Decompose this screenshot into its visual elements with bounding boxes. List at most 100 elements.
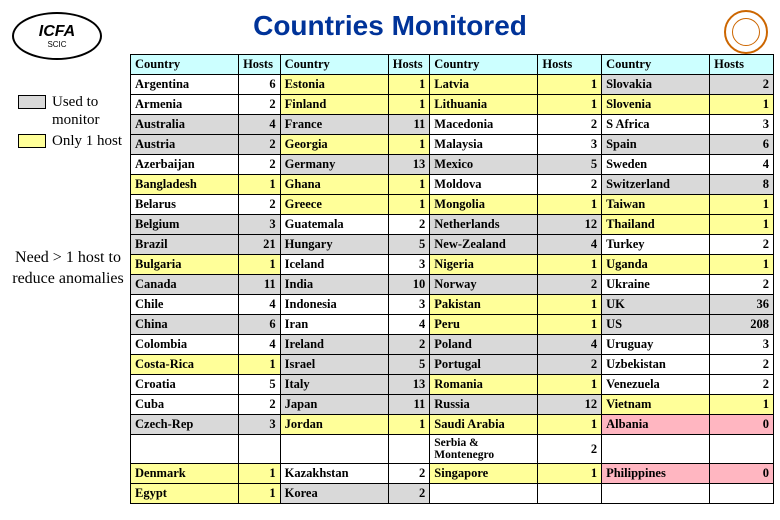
hosts-cell	[710, 484, 774, 504]
country-cell: Kazakhstan	[280, 464, 388, 484]
hosts-cell: 4	[239, 115, 281, 135]
hosts-cell: 2	[538, 275, 602, 295]
country-cell: Ghana	[280, 175, 388, 195]
table-row: Brazil21Hungary5New-Zealand4Turkey2	[131, 235, 774, 255]
icfa-logo: ICFA SCIC	[12, 12, 102, 60]
hosts-cell: 11	[388, 395, 430, 415]
hosts-cell: 5	[388, 235, 430, 255]
country-cell: Czech-Rep	[131, 415, 239, 435]
hosts-cell: 208	[710, 315, 774, 335]
country-cell: Singapore	[430, 464, 538, 484]
country-cell: Lithuania	[430, 95, 538, 115]
hosts-cell: 1	[239, 255, 281, 275]
hosts-cell: 1	[239, 464, 281, 484]
country-cell: Guatemala	[280, 215, 388, 235]
col-country: Country	[602, 55, 710, 75]
hosts-cell: 2	[538, 435, 602, 464]
country-cell: France	[280, 115, 388, 135]
country-cell: UK	[602, 295, 710, 315]
legend-swatch-only	[18, 134, 46, 148]
country-cell: Bangladesh	[131, 175, 239, 195]
countries-table: Country Hosts Country Hosts Country Host…	[130, 54, 774, 504]
hosts-cell	[388, 435, 430, 464]
country-cell: Ukraine	[602, 275, 710, 295]
hosts-cell: 1	[239, 484, 281, 504]
hosts-cell: 4	[239, 335, 281, 355]
country-cell: Italy	[280, 375, 388, 395]
country-cell: India	[280, 275, 388, 295]
country-cell: Costa-Rica	[131, 355, 239, 375]
hosts-cell: 2	[710, 75, 774, 95]
hosts-cell: 1	[538, 375, 602, 395]
country-cell: Denmark	[131, 464, 239, 484]
country-cell: Spain	[602, 135, 710, 155]
country-cell: Saudi Arabia	[430, 415, 538, 435]
hosts-cell: 12	[538, 215, 602, 235]
col-country: Country	[430, 55, 538, 75]
country-cell: Romania	[430, 375, 538, 395]
anomaly-note: Need > 1 host to reduce anomalies	[8, 248, 128, 290]
country-cell: Australia	[131, 115, 239, 135]
hosts-cell: 3	[239, 415, 281, 435]
hosts-cell: 1	[538, 464, 602, 484]
hosts-cell: 21	[239, 235, 281, 255]
table-row: Bulgaria1Iceland3Nigeria1Uganda1	[131, 255, 774, 275]
country-cell: Armenia	[131, 95, 239, 115]
country-cell: Macedonia	[430, 115, 538, 135]
hosts-cell: 4	[388, 315, 430, 335]
hosts-cell: 13	[388, 375, 430, 395]
country-cell: Peru	[430, 315, 538, 335]
hosts-cell: 4	[239, 295, 281, 315]
hosts-cell: 1	[710, 215, 774, 235]
table-row: Argentina6Estonia1Latvia1Slovakia2	[131, 75, 774, 95]
table-row: Belarus2Greece1Mongolia1Taiwan1	[131, 195, 774, 215]
hosts-cell: 3	[710, 335, 774, 355]
hosts-cell: 1	[538, 255, 602, 275]
country-cell: Vietnam	[602, 395, 710, 415]
country-cell: Japan	[280, 395, 388, 415]
legend-label-only: Only 1 host	[52, 131, 122, 151]
hosts-cell: 1	[388, 175, 430, 195]
country-cell: Croatia	[131, 375, 239, 395]
hosts-cell: 2	[239, 395, 281, 415]
hosts-cell: 3	[538, 135, 602, 155]
hosts-cell: 2	[388, 484, 430, 504]
country-cell: Latvia	[430, 75, 538, 95]
hosts-cell	[538, 484, 602, 504]
country-cell	[602, 484, 710, 504]
hosts-cell: 1	[538, 315, 602, 335]
country-cell: Greece	[280, 195, 388, 215]
table-row: Egypt1Korea2	[131, 484, 774, 504]
table-row: Denmark1Kazakhstan2Singapore1Philippines…	[131, 464, 774, 484]
hosts-cell: 1	[239, 355, 281, 375]
table-row: Colombia4Ireland2Poland4Uruguay3	[131, 335, 774, 355]
country-cell: Slovenia	[602, 95, 710, 115]
country-cell: Turkey	[602, 235, 710, 255]
country-cell: Serbia & Montenegro	[430, 435, 538, 464]
country-cell: Germany	[280, 155, 388, 175]
country-cell: Canada	[131, 275, 239, 295]
country-cell: Argentina	[131, 75, 239, 95]
page-title: Countries Monitored	[0, 0, 780, 48]
hosts-cell: 1	[710, 255, 774, 275]
table-row: Croatia5Italy13Romania1Venezuela2	[131, 375, 774, 395]
country-cell: Uruguay	[602, 335, 710, 355]
country-cell: Hungary	[280, 235, 388, 255]
country-cell: Uzbekistan	[602, 355, 710, 375]
hosts-cell: 3	[388, 295, 430, 315]
country-cell: Ireland	[280, 335, 388, 355]
hosts-cell: 8	[710, 175, 774, 195]
table-row: Austria2Georgia1Malaysia3Spain6	[131, 135, 774, 155]
table-row: Costa-Rica1Israel5Portugal2Uzbekistan2	[131, 355, 774, 375]
country-cell: Venezuela	[602, 375, 710, 395]
hosts-cell: 1	[538, 415, 602, 435]
legend-swatch-used	[18, 95, 46, 109]
table-row: Serbia & Montenegro2	[131, 435, 774, 464]
hosts-cell: 3	[239, 215, 281, 235]
country-cell: Poland	[430, 335, 538, 355]
country-cell: Austria	[131, 135, 239, 155]
hosts-cell: 6	[710, 135, 774, 155]
country-cell: Russia	[430, 395, 538, 415]
hosts-cell: 2	[239, 195, 281, 215]
country-cell: Finland	[280, 95, 388, 115]
